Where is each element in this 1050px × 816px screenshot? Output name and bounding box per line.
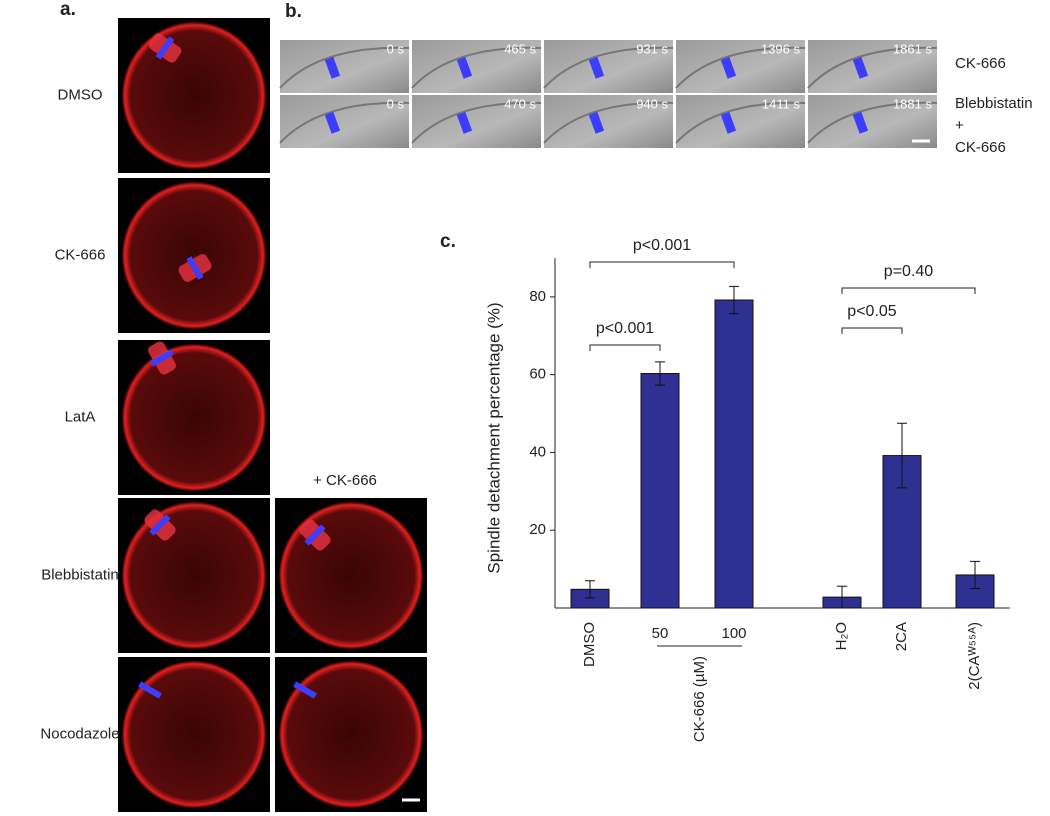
- bar: [714, 299, 754, 609]
- chromosomes: [852, 111, 869, 134]
- chromosomes: [588, 56, 605, 79]
- chromosomes: [324, 111, 341, 134]
- oocyte: [122, 22, 266, 169]
- panel-label: a.: [60, 0, 76, 20]
- time-label: 931 s: [636, 41, 668, 56]
- cell-edge: [411, 46, 542, 89]
- chromosomes: [852, 56, 869, 79]
- time-label: 940 s: [636, 96, 668, 111]
- chromosomes: [138, 681, 162, 699]
- cell-edge: [279, 46, 410, 89]
- panel-label: b.: [285, 1, 302, 22]
- error-bar: [970, 560, 980, 590]
- row-label: LatA: [65, 408, 96, 425]
- significance-bracket: [589, 344, 661, 351]
- row-label: Blebbistatin: [41, 566, 119, 583]
- y-tick-label: 60: [529, 366, 546, 383]
- oocyte: [122, 502, 266, 649]
- cell-edge: [543, 46, 674, 89]
- chromosomes: [456, 56, 473, 79]
- significance-bracket: [841, 287, 976, 294]
- chromosomes: [293, 681, 317, 699]
- cell-edge: [279, 101, 410, 144]
- x-tick-label: DMSO: [581, 622, 598, 667]
- spindle: [148, 33, 182, 63]
- y-tick-label: 40: [529, 443, 546, 460]
- time-label: 1396 s: [761, 41, 801, 56]
- x-tick-label: 2(CAᵂ⁵⁵ᴬ): [966, 622, 983, 690]
- oocyte: [122, 182, 266, 329]
- significance-label: p<0.001: [633, 237, 691, 254]
- y-axis-label: Spindle detachment percentage (%): [484, 302, 503, 573]
- oocyte: [279, 502, 423, 649]
- x-tick-label: 100: [721, 625, 746, 642]
- time-label: 1861 s: [893, 41, 933, 56]
- panel-label: c.: [440, 231, 456, 252]
- spindle: [299, 519, 331, 551]
- y-tick-label: 20: [529, 521, 546, 538]
- x-tick-label: 2CA: [893, 622, 910, 651]
- x-tick-label: H₂O: [833, 622, 850, 650]
- row-label: Blebbistatin: [955, 95, 1033, 112]
- chromosomes: [149, 514, 171, 536]
- time-label: 470 s: [504, 96, 536, 111]
- y-tick-label: 80: [529, 288, 546, 305]
- bar: [640, 373, 680, 609]
- significance-label: p<0.001: [596, 320, 654, 337]
- chromosomes: [150, 349, 174, 367]
- oocyte: [279, 661, 423, 808]
- row-label: DMSO: [58, 86, 103, 103]
- spindle: [138, 681, 162, 699]
- cell-edge: [807, 101, 938, 144]
- column-header: + CK-666: [313, 472, 377, 489]
- oocyte: [122, 344, 266, 491]
- time-label: 465 s: [504, 41, 536, 56]
- chromosomes: [456, 111, 473, 134]
- cell-edge: [675, 46, 806, 89]
- x-tick-label: 50: [652, 625, 669, 642]
- cell-edge: [411, 101, 542, 144]
- significance-bracket: [841, 327, 903, 334]
- spindle: [293, 681, 317, 699]
- spindle: [144, 509, 176, 541]
- chromosomes: [324, 56, 341, 79]
- spindle: [148, 341, 176, 375]
- chromosomes: [304, 524, 326, 546]
- row-label: CK-666: [955, 55, 1006, 72]
- error-bar: [897, 422, 907, 489]
- spindle: [178, 254, 212, 282]
- error-bar: [655, 361, 665, 386]
- cell-edge: [675, 101, 806, 144]
- error-bar: [729, 285, 739, 315]
- error-bar: [837, 585, 847, 609]
- error-bar: [585, 580, 595, 599]
- cell-edge: [543, 101, 674, 144]
- row-label: +: [955, 117, 964, 134]
- significance-label: p=0.40: [884, 263, 933, 280]
- chromosomes: [588, 111, 605, 134]
- chromosomes: [720, 111, 737, 134]
- chromosomes: [155, 36, 175, 60]
- chromosomes: [186, 256, 204, 280]
- significance-bracket: [589, 261, 735, 268]
- significance-label: p<0.05: [847, 303, 896, 320]
- group-label: CK-666 (µM): [691, 656, 708, 742]
- time-label: 1881 s: [893, 96, 933, 111]
- chromosomes: [720, 56, 737, 79]
- time-label: 1411 s: [762, 96, 801, 111]
- row-label: CK-666: [955, 139, 1006, 156]
- row-label: Nocodazole: [40, 725, 119, 742]
- time-label: 0 s: [387, 96, 405, 111]
- cell-edge: [807, 46, 938, 89]
- row-label: CK-666: [55, 246, 106, 263]
- time-label: 0 s: [387, 41, 405, 56]
